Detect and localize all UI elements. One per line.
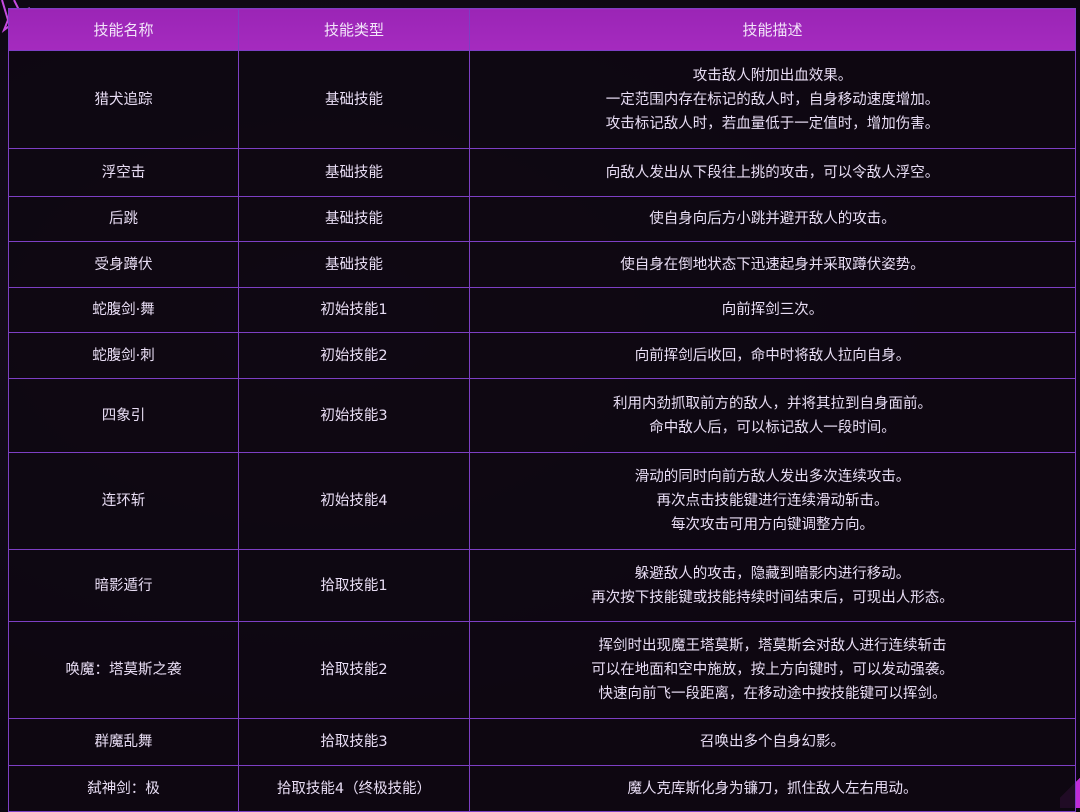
skill-description: 魔人克库斯化身为镰刀，抓住敌人左右甩动。 — [469, 765, 1076, 812]
skill-type: 拾取技能3 — [238, 718, 470, 766]
description-line: 利用内劲抓取前方的敌人，并将其拉到自身面前。 — [613, 395, 932, 412]
description-line: 攻击敌人附加出血效果。 — [692, 67, 853, 84]
table-row: 猎犬追踪 基础技能 攻击敌人附加出血效果。 一定范围内存在标记的敌人时，自身移动速度增… — [8, 50, 1076, 149]
skill-type: 拾取技能2 — [238, 621, 470, 719]
description-line: 向前挥剑三次。 — [721, 302, 824, 318]
description-line: 魔人克库斯化身为镰刀，抓住敌人左右甩动。 — [627, 780, 918, 797]
description-line: 使自身在倒地状态下迅速起身并采取蹲伏姿势。 — [620, 256, 925, 273]
skill-type: 拾取技能1 — [238, 549, 470, 622]
description-line: 召唤出多个自身幻影。 — [700, 734, 845, 750]
description-line: 滑动的同时向前方敌人发出多次连续攻击。 — [634, 469, 911, 485]
skill-type: 初始技能4 — [238, 452, 470, 550]
description-line: 向敌人发出从下段往上挑的攻击，可以令敌人浮空。 — [605, 164, 940, 181]
skill-type: 基础技能 — [238, 50, 470, 149]
skill-type: 拾取技能4（终极技能） — [238, 765, 470, 812]
header-skill-desc: 技能描述 — [469, 8, 1076, 51]
skill-type: 初始技能2 — [238, 332, 470, 379]
skill-description: 躲避敌人的攻击，隐藏到暗影内进行移动。再次按下技能键或技能持续时间结束后，可现出… — [469, 549, 1076, 622]
skill-name: 暗影遁行 — [8, 549, 239, 622]
description-line: 再次点击技能键进行连续滑动斩击。 — [656, 493, 889, 509]
skill-name: 四象引 — [8, 378, 239, 453]
description-line: 攻击标记敌人时，若血量低于一定值时，增加伤害。 — [605, 115, 940, 132]
skill-description: 挥剑时出现魔王塔莫斯，塔莫斯会对敌人进行连续斩击 可以在地面和空中施放，按上方向键… — [469, 621, 1076, 719]
table-row: 蛇腹剑·舞 初始技能1 向前挥剑三次。 — [8, 287, 1076, 333]
skill-table: 技能名称 技能类型 技能描述 猎犬追踪 基础技能 攻击敌人附加出血效果。 一定范围内存… — [8, 8, 1076, 812]
table-row: 弑神剑：极 拾取技能4（终极技能） 魔人克库斯化身为镰刀，抓住敌人左右甩动。 — [8, 765, 1076, 812]
skill-name: 连环斩 — [8, 452, 239, 550]
skill-description: 召唤出多个自身幻影。 — [469, 718, 1076, 766]
description-line: 向前挥剑后收回，命中时将敌人拉向自身。 — [634, 347, 911, 364]
skill-name: 浮空击 — [8, 148, 239, 197]
skill-description: 使自身向后方小跳并避开敌人的攻击。 — [469, 196, 1076, 242]
description-line: 可以在地面和空中施放，按上方向键时，可以发动强袭。 — [591, 662, 954, 678]
skill-name: 后跳 — [8, 196, 239, 242]
skill-description: 向敌人发出从下段往上挑的攻击，可以令敌人浮空。 — [469, 148, 1076, 197]
skill-type: 基础技能 — [238, 196, 470, 242]
table-row: 后跳 基础技能 使自身向后方小跳并避开敌人的攻击。 — [8, 196, 1076, 242]
table-row: 唤魔：塔莫斯之袭 拾取技能2 挥剑时出现魔王塔莫斯，塔莫斯会对敌人进行连续斩击 可以在… — [8, 621, 1076, 719]
skill-description: 攻击敌人附加出血效果。一定范围内存在标记的敌人时，自身移动速度增加。 攻击标记敌人… — [469, 50, 1076, 149]
description-line: 命中敌人后，可以标记敌人一段时间。 — [649, 419, 896, 436]
skill-name: 受身蹲伏 — [8, 241, 239, 288]
skill-description: 使自身在倒地状态下迅速起身并采取蹲伏姿势。 — [469, 241, 1076, 288]
description-line: 一定范围内存在标记的敌人时，自身移动速度增加。 — [605, 91, 940, 108]
table-row: 四象引 初始技能3 利用内劲抓取前方的敌人，并将其拉到自身面前。 命中敌人后，可以标记… — [8, 378, 1076, 453]
description-line: 使自身向后方小跳并避开敌人的攻击。 — [649, 211, 896, 227]
skill-description: 利用内劲抓取前方的敌人，并将其拉到自身面前。 命中敌人后，可以标记敌人一段时间。 — [469, 378, 1076, 453]
skill-name: 弑神剑：极 — [8, 765, 239, 812]
skill-name: 猎犬追踪 — [8, 50, 239, 149]
table-row: 浮空击 基础技能 向敌人发出从下段往上挑的攻击，可以令敌人浮空。 — [8, 148, 1076, 197]
table-row: 群魔乱舞 拾取技能3 召唤出多个自身幻影。 — [8, 718, 1076, 766]
description-line: 躲避敌人的攻击，隐藏到暗影内进行移动。 — [634, 565, 911, 582]
skill-name: 蛇腹剑·刺 — [8, 332, 239, 379]
table-header-row: 技能名称 技能类型 技能描述 — [8, 8, 1076, 51]
description-line: 每次攻击可用方向键调整方向。 — [671, 517, 874, 533]
skill-description: 滑动的同时向前方敌人发出多次连续攻击。 再次点击技能键进行连续滑动斩击。 每次攻击可… — [469, 452, 1076, 550]
header-skill-name: 技能名称 — [8, 8, 239, 51]
table-row: 受身蹲伏 基础技能 使自身在倒地状态下迅速起身并采取蹲伏姿势。 — [8, 241, 1076, 288]
description-line: 挥剑时出现魔王塔莫斯，塔莫斯会对敌人进行连续斩击 — [598, 638, 947, 654]
table-row: 连环斩 初始技能4 滑动的同时向前方敌人发出多次连续攻击。 再次点击技能键进行连续滑动… — [8, 452, 1076, 550]
table-row: 暗影遁行 拾取技能1 躲避敌人的攻击，隐藏到暗影内进行移动。 再次按下技能键或技能持续… — [8, 549, 1076, 622]
header-skill-type: 技能类型 — [238, 8, 470, 51]
table-row: 蛇腹剑·刺 初始技能2 向前挥剑后收回，命中时将敌人拉向自身。 — [8, 332, 1076, 379]
skill-description: 向前挥剑后收回，命中时将敌人拉向自身。 — [469, 332, 1076, 379]
skill-type: 初始技能3 — [238, 378, 470, 453]
description-line: 快速向前飞一段距离，在移动途中按技能键可以挥剑。 — [598, 686, 947, 702]
skill-name: 蛇腹剑·舞 — [8, 287, 239, 333]
description-line: 再次按下技能键或技能持续时间结束后，可现出人形态。 — [591, 589, 954, 606]
skill-type: 基础技能 — [238, 241, 470, 288]
skill-name: 群魔乱舞 — [8, 718, 239, 766]
skill-description: 向前挥剑三次。 — [469, 287, 1076, 333]
skill-name: 唤魔：塔莫斯之袭 — [8, 621, 239, 719]
skill-type: 初始技能1 — [238, 287, 470, 333]
skill-type: 基础技能 — [238, 148, 470, 197]
